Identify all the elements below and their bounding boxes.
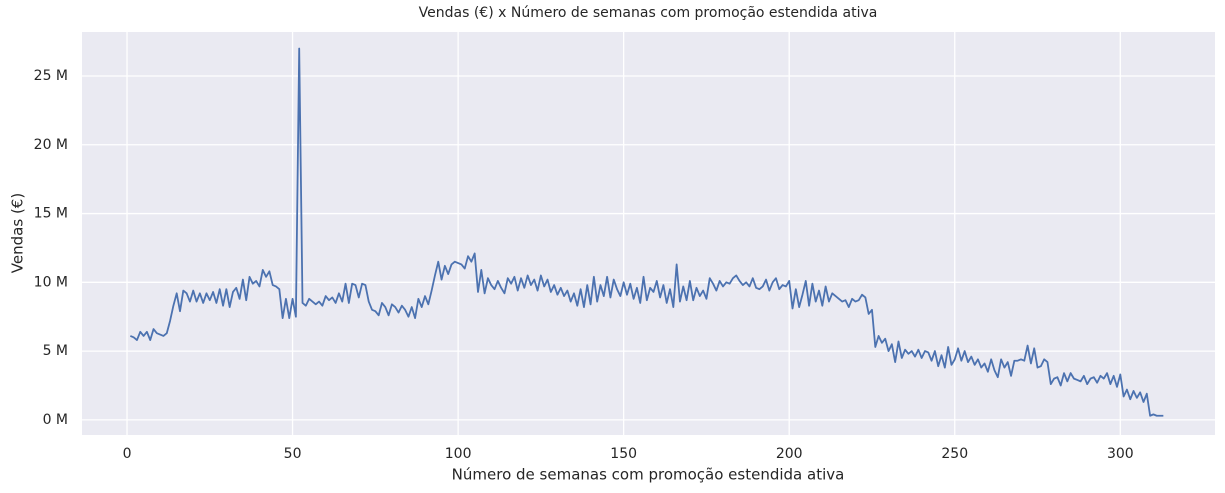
- y-tick-label: 15 M: [34, 206, 68, 222]
- y-tick-label: 25 M: [34, 68, 68, 84]
- x-tick-label: 100: [445, 446, 472, 462]
- y-tick-label: 10 M: [34, 274, 68, 290]
- y-tick-label: 20 M: [34, 137, 68, 153]
- x-tick-label: 50: [284, 446, 302, 462]
- x-tick-label: 200: [776, 446, 803, 462]
- y-axis-label: Vendas (€): [9, 193, 27, 273]
- line: [129, 47, 1164, 417]
- x-tick-label: 0: [123, 446, 132, 462]
- plot-area: [82, 32, 1215, 435]
- x-axis-label: Número de semanas com promoção estendida…: [452, 466, 845, 484]
- y-tick-label: 0 M: [43, 412, 68, 428]
- x-tick-label: 250: [941, 446, 968, 462]
- chart-title: Vendas (€) x Número de semanas com promo…: [419, 5, 878, 21]
- x-tick-label: 300: [1107, 446, 1134, 462]
- y-tick-label: 5 M: [43, 343, 68, 359]
- x-tick-label: 150: [610, 446, 637, 462]
